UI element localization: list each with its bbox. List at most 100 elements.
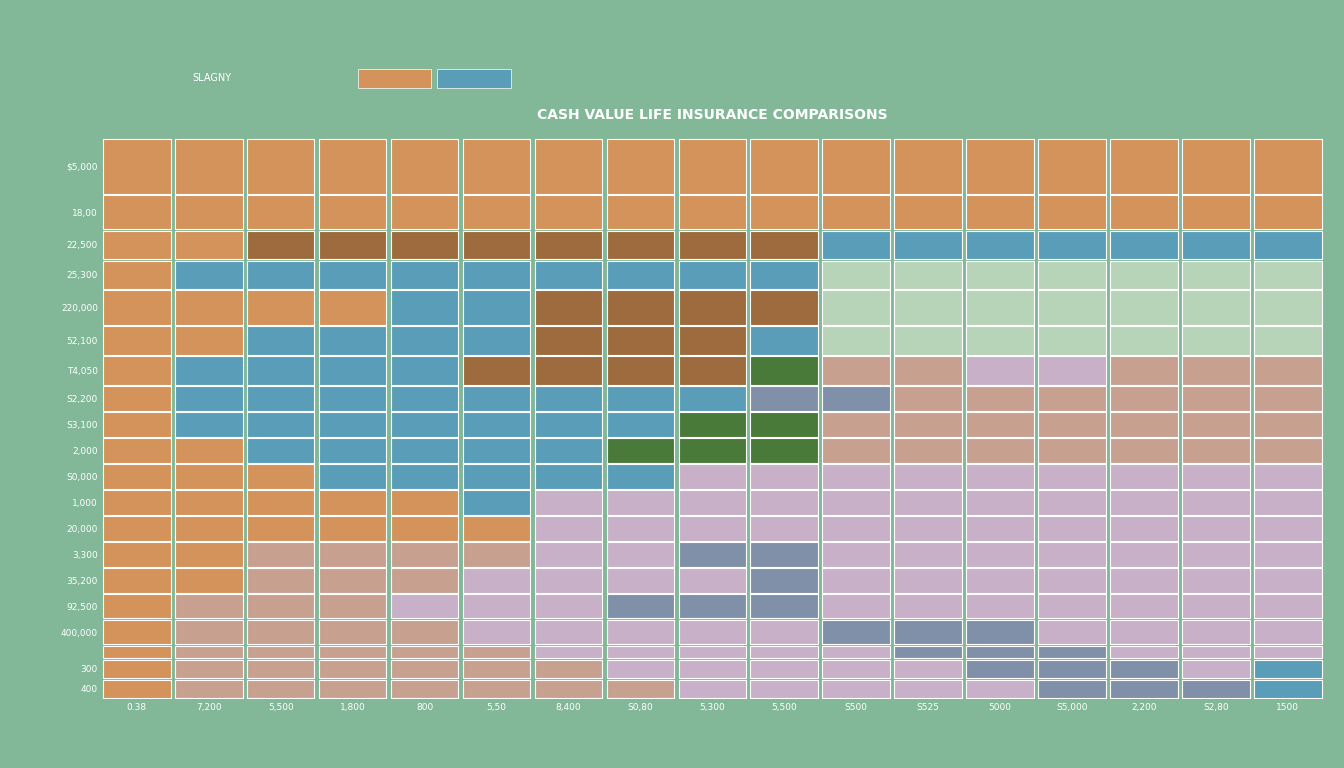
FancyBboxPatch shape [1183, 230, 1250, 260]
FancyBboxPatch shape [175, 326, 242, 355]
FancyBboxPatch shape [175, 646, 242, 658]
FancyBboxPatch shape [1038, 646, 1106, 658]
FancyBboxPatch shape [750, 464, 818, 488]
FancyBboxPatch shape [175, 620, 242, 644]
FancyBboxPatch shape [175, 680, 242, 698]
FancyBboxPatch shape [823, 386, 890, 411]
FancyBboxPatch shape [1183, 680, 1250, 698]
FancyBboxPatch shape [1038, 195, 1106, 230]
FancyBboxPatch shape [823, 568, 890, 593]
FancyBboxPatch shape [606, 230, 675, 260]
FancyBboxPatch shape [606, 620, 675, 644]
FancyBboxPatch shape [103, 660, 171, 678]
FancyBboxPatch shape [319, 386, 387, 411]
FancyBboxPatch shape [823, 620, 890, 644]
FancyBboxPatch shape [750, 386, 818, 411]
FancyBboxPatch shape [175, 660, 242, 678]
FancyBboxPatch shape [1183, 412, 1250, 437]
FancyBboxPatch shape [679, 464, 746, 488]
FancyBboxPatch shape [175, 260, 242, 290]
FancyBboxPatch shape [1110, 260, 1177, 290]
FancyBboxPatch shape [1110, 438, 1177, 463]
FancyBboxPatch shape [103, 490, 171, 515]
FancyBboxPatch shape [1038, 412, 1106, 437]
FancyBboxPatch shape [535, 139, 602, 194]
FancyBboxPatch shape [1254, 542, 1321, 567]
FancyBboxPatch shape [1110, 386, 1177, 411]
FancyBboxPatch shape [750, 646, 818, 658]
FancyBboxPatch shape [1183, 356, 1250, 385]
FancyBboxPatch shape [1254, 680, 1321, 698]
FancyBboxPatch shape [391, 660, 458, 678]
FancyBboxPatch shape [1038, 620, 1106, 644]
FancyBboxPatch shape [175, 412, 242, 437]
FancyBboxPatch shape [103, 386, 171, 411]
FancyBboxPatch shape [462, 438, 531, 463]
FancyBboxPatch shape [966, 464, 1034, 488]
FancyBboxPatch shape [535, 326, 602, 355]
FancyBboxPatch shape [894, 646, 962, 658]
Text: SLAGNY: SLAGNY [192, 73, 231, 84]
FancyBboxPatch shape [247, 195, 314, 230]
FancyBboxPatch shape [894, 464, 962, 488]
FancyBboxPatch shape [1254, 646, 1321, 658]
FancyBboxPatch shape [1254, 195, 1321, 230]
FancyBboxPatch shape [1110, 464, 1177, 488]
FancyBboxPatch shape [1110, 542, 1177, 567]
FancyBboxPatch shape [103, 594, 171, 618]
FancyBboxPatch shape [966, 438, 1034, 463]
Bar [358, 69, 431, 88]
FancyBboxPatch shape [894, 516, 962, 541]
FancyBboxPatch shape [103, 568, 171, 593]
FancyBboxPatch shape [823, 412, 890, 437]
FancyBboxPatch shape [462, 680, 531, 698]
FancyBboxPatch shape [1183, 464, 1250, 488]
FancyBboxPatch shape [1110, 412, 1177, 437]
FancyBboxPatch shape [679, 326, 746, 355]
FancyBboxPatch shape [823, 195, 890, 230]
FancyBboxPatch shape [103, 464, 171, 488]
FancyBboxPatch shape [391, 139, 458, 194]
FancyBboxPatch shape [750, 660, 818, 678]
FancyBboxPatch shape [894, 660, 962, 678]
FancyBboxPatch shape [606, 260, 675, 290]
FancyBboxPatch shape [319, 490, 387, 515]
FancyBboxPatch shape [1038, 356, 1106, 385]
FancyBboxPatch shape [175, 594, 242, 618]
FancyBboxPatch shape [1254, 594, 1321, 618]
FancyBboxPatch shape [535, 356, 602, 385]
FancyBboxPatch shape [966, 290, 1034, 325]
FancyBboxPatch shape [175, 464, 242, 488]
FancyBboxPatch shape [247, 490, 314, 515]
FancyBboxPatch shape [1110, 620, 1177, 644]
FancyBboxPatch shape [175, 490, 242, 515]
FancyBboxPatch shape [103, 680, 171, 698]
FancyBboxPatch shape [679, 438, 746, 463]
FancyBboxPatch shape [823, 290, 890, 325]
FancyBboxPatch shape [966, 386, 1034, 411]
FancyBboxPatch shape [247, 620, 314, 644]
FancyBboxPatch shape [1183, 542, 1250, 567]
FancyBboxPatch shape [1183, 516, 1250, 541]
FancyBboxPatch shape [750, 139, 818, 194]
FancyBboxPatch shape [103, 646, 171, 658]
FancyBboxPatch shape [391, 195, 458, 230]
Bar [437, 69, 511, 88]
FancyBboxPatch shape [1038, 594, 1106, 618]
FancyBboxPatch shape [1254, 412, 1321, 437]
FancyBboxPatch shape [103, 139, 171, 194]
FancyBboxPatch shape [391, 464, 458, 488]
FancyBboxPatch shape [606, 464, 675, 488]
FancyBboxPatch shape [823, 464, 890, 488]
FancyBboxPatch shape [103, 260, 171, 290]
FancyBboxPatch shape [894, 490, 962, 515]
FancyBboxPatch shape [894, 542, 962, 567]
FancyBboxPatch shape [1038, 542, 1106, 567]
FancyBboxPatch shape [966, 620, 1034, 644]
FancyBboxPatch shape [966, 646, 1034, 658]
FancyBboxPatch shape [1254, 230, 1321, 260]
FancyBboxPatch shape [1254, 326, 1321, 355]
FancyBboxPatch shape [319, 139, 387, 194]
FancyBboxPatch shape [606, 568, 675, 593]
FancyBboxPatch shape [175, 356, 242, 385]
